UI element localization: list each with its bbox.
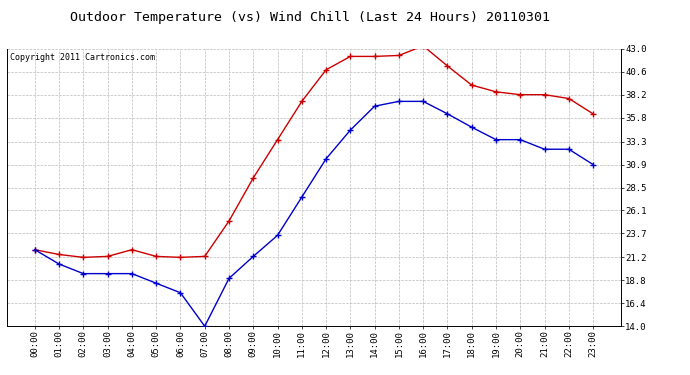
Text: Copyright 2011 Cartronics.com: Copyright 2011 Cartronics.com [10,53,155,62]
Text: Outdoor Temperature (vs) Wind Chill (Last 24 Hours) 20110301: Outdoor Temperature (vs) Wind Chill (Las… [70,11,551,24]
